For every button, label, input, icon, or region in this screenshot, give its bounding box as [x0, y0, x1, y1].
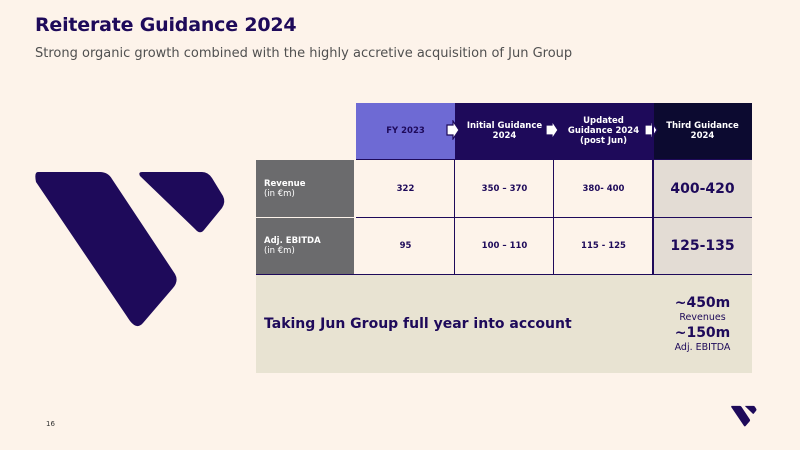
table-divider — [256, 274, 752, 275]
header-updated-guidance: Updated Guidance 2024 (post Jun) — [554, 103, 653, 159]
guidance-table: FY 2023 Initial Guidance 2024 Updated Gu… — [256, 103, 752, 373]
footer-summary: ~450m Revenues ~150m Adj. EBITDA — [653, 275, 752, 373]
row-label-adj-ebitda: Adj. EBITDA (in €m) — [256, 218, 354, 274]
header-third-guidance: Third Guidance 2024 — [653, 103, 752, 159]
logo-mark-large-icon — [35, 172, 225, 327]
footer-note: Taking Jun Group full year into account — [256, 275, 653, 373]
ebitda-third: 125-135 — [653, 218, 752, 274]
revenue-third: 400-420 — [653, 160, 752, 217]
revenue-fy2023: 322 — [356, 160, 455, 217]
ebitda-fy2023: 95 — [356, 218, 455, 274]
table-divider — [652, 103, 654, 373]
slide-title: Reiterate Guidance 2024 — [35, 14, 297, 36]
revenue-updated: 380- 400 — [554, 160, 653, 217]
ebitda-updated: 115 - 125 — [554, 218, 653, 274]
chevron-right-arrow-icon — [545, 120, 559, 140]
ebitda-initial: 100 – 110 — [455, 218, 554, 274]
header-initial-guidance: Initial Guidance 2024 — [455, 103, 554, 159]
table-divider — [553, 160, 554, 274]
footer-revenue-label: Revenues — [679, 312, 726, 323]
logo-mark-small-icon — [731, 405, 757, 427]
footer-revenue-value: ~450m — [674, 295, 731, 311]
table-divider — [356, 217, 752, 218]
table-divider — [356, 159, 752, 160]
footer-ebitda-label: Adj. EBITDA — [674, 342, 731, 353]
revenue-initial: 350 – 370 — [455, 160, 554, 217]
row-label-revenue: Revenue (in €m) — [256, 160, 354, 217]
footer-ebitda-value: ~150m — [674, 325, 731, 341]
table-divider — [454, 160, 455, 274]
page-number: 16 — [46, 420, 55, 428]
chevron-right-arrow-icon — [644, 120, 658, 140]
slide-subtitle: Strong organic growth combined with the … — [35, 46, 573, 61]
header-fy2023: FY 2023 — [356, 103, 455, 159]
chevron-right-arrow-icon — [446, 120, 460, 140]
